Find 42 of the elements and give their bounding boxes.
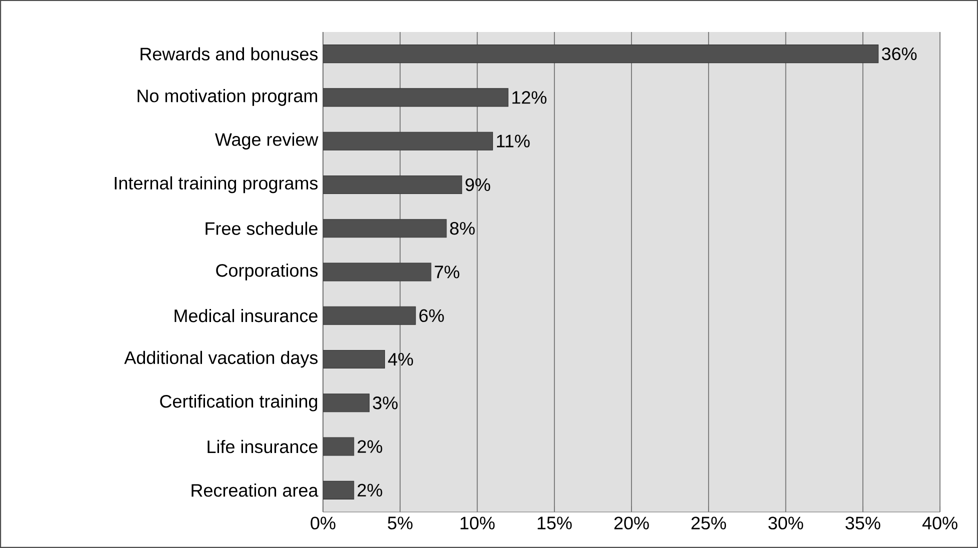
data-label: 11% bbox=[496, 134, 530, 148]
x-tick-label: 35% bbox=[846, 516, 880, 530]
data-label: 8% bbox=[450, 222, 475, 235]
y-tick-label: Wage review bbox=[215, 132, 318, 150]
data-label: 12% bbox=[512, 91, 546, 104]
data-label: 36% bbox=[882, 47, 917, 60]
x-tick-label: 0% bbox=[310, 516, 336, 530]
bar bbox=[323, 437, 354, 456]
bar bbox=[323, 88, 508, 107]
data-label: 3% bbox=[372, 396, 398, 410]
y-tick-label: Internal training programs bbox=[114, 176, 318, 194]
bar bbox=[323, 262, 432, 282]
bar bbox=[323, 480, 354, 500]
y-tick-label: Additional vacation days bbox=[124, 350, 318, 368]
bar bbox=[323, 175, 462, 194]
bar bbox=[323, 350, 385, 369]
data-label: 9% bbox=[466, 178, 490, 192]
data-label: 2% bbox=[358, 484, 382, 497]
x-tick-label: 40% bbox=[922, 516, 958, 530]
bar bbox=[323, 219, 447, 238]
y-tick-label: Rewards and bonuses bbox=[140, 47, 318, 60]
x-tick-label: 10% bbox=[460, 516, 495, 530]
data-label: 2% bbox=[358, 440, 382, 453]
x-tick-label: 15% bbox=[538, 516, 572, 530]
y-tick-label: Life insurance bbox=[208, 440, 318, 454]
data-label: 4% bbox=[388, 352, 414, 366]
x-tick-label: 5% bbox=[388, 516, 412, 530]
data-label: 7% bbox=[434, 266, 460, 278]
y-tick-label: Medical insurance bbox=[174, 309, 318, 322]
x-tick-label: 30% bbox=[768, 516, 804, 530]
bar bbox=[323, 394, 370, 412]
x-tick-label: 20% bbox=[614, 516, 649, 530]
y-tick-label: Free schedule bbox=[206, 222, 318, 235]
y-tick-label: Certification training bbox=[160, 394, 318, 412]
bar bbox=[323, 44, 879, 64]
y-tick-label: Recreation area bbox=[192, 484, 318, 497]
y-tick-label: Corporations bbox=[216, 264, 318, 280]
bar bbox=[323, 132, 493, 150]
y-tick-label: No motivation program bbox=[138, 89, 318, 106]
x-tick-label: 25% bbox=[692, 516, 726, 530]
data-label: 6% bbox=[419, 309, 444, 322]
bar bbox=[323, 306, 416, 325]
